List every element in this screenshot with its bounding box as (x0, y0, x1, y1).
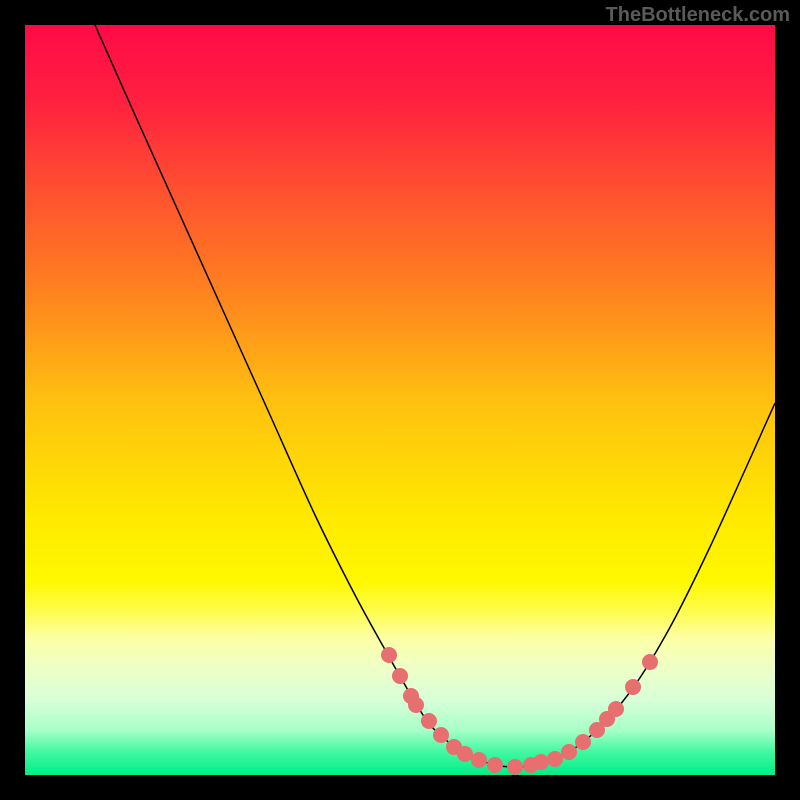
data-marker (507, 759, 523, 775)
data-marker (575, 734, 591, 750)
data-marker (547, 751, 563, 767)
data-marker (408, 697, 424, 713)
data-marker (392, 668, 408, 684)
data-marker (533, 754, 549, 770)
data-marker (471, 752, 487, 768)
plot-background (25, 25, 775, 775)
data-marker (381, 647, 397, 663)
data-marker (421, 713, 437, 729)
data-marker (625, 679, 641, 695)
data-marker (433, 727, 449, 743)
data-marker (487, 757, 503, 773)
data-marker (642, 654, 658, 670)
data-marker (457, 746, 473, 762)
data-marker (608, 701, 624, 717)
plot-area (25, 25, 775, 775)
attribution-text: TheBottleneck.com (606, 4, 790, 27)
data-marker (561, 744, 577, 760)
plot-svg (25, 25, 775, 775)
